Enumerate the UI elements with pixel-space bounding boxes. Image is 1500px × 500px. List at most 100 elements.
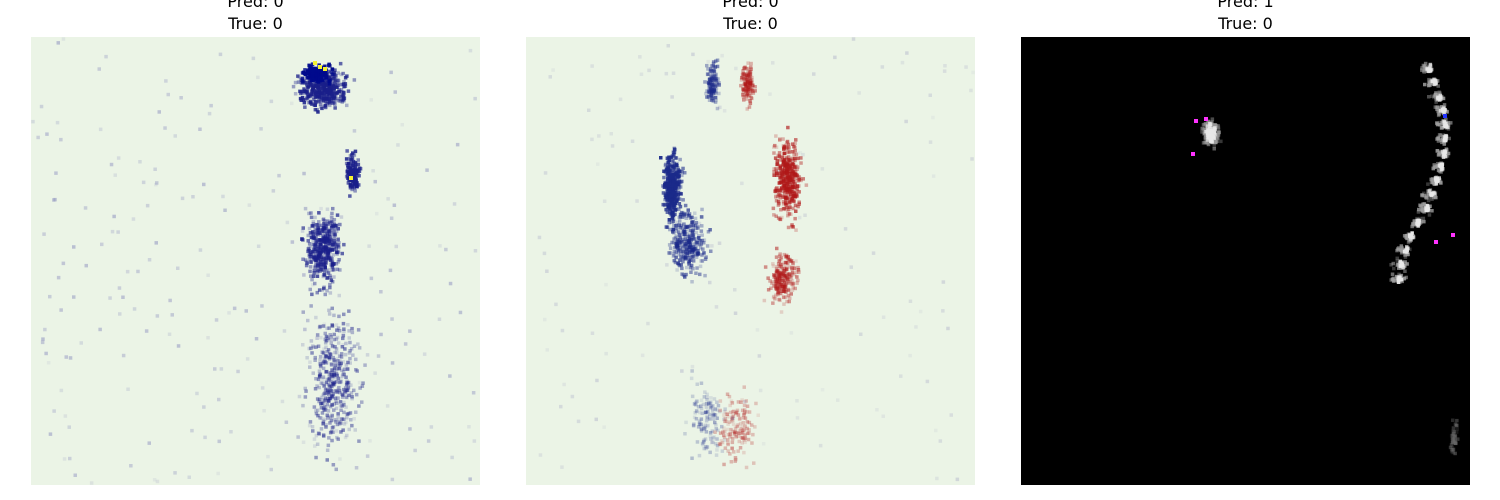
attribution-pixel: [714, 72, 718, 77]
attribution-pixel: [309, 274, 313, 278]
noise-pixel: [928, 140, 933, 144]
attribution-pixel: [696, 405, 701, 409]
panel-2: Pred: 0 True: 0: [526, 0, 975, 500]
attribution-pixel: [322, 405, 327, 409]
peak-pixel: [318, 65, 322, 69]
attribution-pixel: [334, 74, 338, 78]
attribution-pixel: [307, 423, 312, 428]
attribution-pixel: [791, 189, 795, 194]
attribution-pixel: [330, 256, 334, 261]
attribution-pixel: [317, 223, 321, 227]
attribution-pixel: [745, 72, 749, 76]
signal-pixel: [1422, 219, 1426, 224]
attribution-pixel: [774, 293, 778, 297]
attribution-pixel: [713, 96, 718, 100]
noise-pixel: [543, 171, 548, 175]
attribution-pixel: [746, 66, 750, 71]
attribution-pixel: [668, 184, 673, 188]
attribution-pixel: [331, 88, 335, 93]
attribution-pixel: [686, 208, 690, 212]
attribution-pixel: [317, 373, 322, 378]
noise-pixel: [166, 92, 170, 97]
attribution-pixel: [341, 82, 346, 86]
attribution-pixel: [691, 228, 696, 232]
attribution-pixel: [345, 433, 349, 438]
attribution-pixel: [665, 188, 669, 192]
attribution-pixel: [747, 428, 751, 432]
attribution-pixel: [789, 172, 794, 176]
attribution-pixel: [710, 96, 715, 101]
attribution-pixel: [744, 78, 749, 82]
attribution-pixel: [346, 181, 351, 185]
attribution-pixel: [783, 285, 787, 290]
noise-pixel: [113, 173, 117, 177]
signal-pixel: [1424, 195, 1428, 200]
signal-pixel: [1390, 272, 1395, 276]
attribution-pixel: [318, 84, 323, 88]
noise-pixel: [46, 361, 51, 365]
attribution-pixel: [331, 101, 335, 105]
attribution-pixel: [793, 141, 797, 146]
attribution-pixel: [334, 399, 338, 404]
attribution-pixel: [692, 415, 697, 420]
attribution-pixel: [736, 413, 740, 417]
attribution-pixel: [320, 106, 324, 111]
signal-pixel: [1212, 147, 1216, 151]
attribution-pixel: [787, 160, 792, 164]
attribution-pixel: [310, 68, 314, 72]
attribution-pixel: [786, 281, 791, 285]
attribution-pixel: [781, 159, 785, 163]
signal-pixel: [1207, 134, 1212, 138]
attribution-pixel: [730, 415, 734, 420]
attribution-pixel: [673, 236, 678, 240]
attribution-pixel: [783, 147, 788, 151]
attribution-pixel: [303, 206, 308, 211]
attribution-pixel: [746, 437, 751, 442]
attribution-pixel: [736, 430, 740, 435]
attribution-pixel: [306, 72, 310, 76]
attribution-pixel: [691, 254, 696, 259]
attribution-pixel: [335, 435, 339, 440]
signal-pixel: [1209, 134, 1214, 139]
noise-pixel: [59, 308, 63, 312]
attribution-pixel: [666, 164, 671, 169]
attribution-pixel: [789, 212, 793, 216]
noise-pixel: [935, 476, 939, 481]
attribution-pixel: [329, 379, 333, 384]
attribution-pixel: [666, 192, 670, 196]
attribution-pixel: [301, 257, 305, 261]
noise-pixel: [797, 215, 802, 220]
attribution-pixel: [325, 219, 330, 223]
attribution-pixel: [738, 421, 743, 426]
attribution-pixel: [790, 279, 794, 283]
attribution-pixel: [778, 138, 782, 142]
attribution-pixel: [741, 69, 745, 73]
attribution-pixel: [791, 177, 796, 182]
attribution-pixel: [741, 421, 746, 425]
attribution-pixel: [329, 373, 334, 377]
attribution-pixel: [708, 434, 713, 439]
noise-pixel: [388, 268, 393, 273]
attribution-pixel: [728, 452, 732, 456]
attribution-pixel: [350, 184, 354, 188]
attribution-pixel: [310, 86, 315, 90]
attribution-pixel: [322, 253, 327, 258]
attribution-pixel: [745, 431, 750, 436]
attribution-pixel: [784, 284, 788, 288]
attribution-pixel: [342, 242, 346, 247]
attribution-pixel: [308, 287, 312, 292]
attribution-pixel: [729, 399, 734, 403]
attribution-pixel: [316, 93, 320, 98]
attribution-pixel: [319, 98, 324, 103]
attribution-pixel: [692, 402, 697, 406]
attribution-pixel: [316, 254, 321, 259]
attribution-pixel: [712, 69, 716, 73]
signal-pixel: [1455, 423, 1459, 428]
noise-pixel: [551, 68, 555, 72]
attribution-pixel: [325, 239, 329, 243]
attribution-pixel: [791, 158, 795, 163]
attribution-pixel: [316, 261, 320, 266]
attribution-pixel: [307, 211, 311, 216]
attribution-pixel: [774, 195, 778, 199]
attribution-pixel: [323, 359, 327, 364]
